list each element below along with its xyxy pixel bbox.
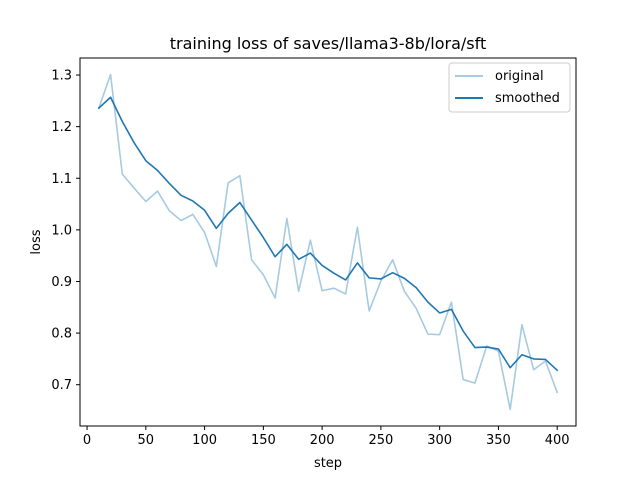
x-tick-label: 250	[368, 433, 393, 448]
x-tick-label: 0	[83, 433, 91, 448]
x-axis-label: step	[314, 456, 342, 471]
y-tick-label: 0.7	[51, 378, 72, 393]
x-tick-label: 350	[486, 433, 511, 448]
x-tick-label: 100	[192, 433, 217, 448]
plot-frame	[79, 57, 577, 427]
legend-label-original: original	[495, 69, 544, 84]
series-line-original	[97, 73, 559, 411]
y-tick-label: 1.1	[51, 172, 72, 187]
y-tick-label: 1.0	[51, 223, 72, 238]
x-tick-label: 400	[545, 433, 570, 448]
y-axis-label: loss	[29, 229, 44, 254]
legend-label-smoothed: smoothed	[495, 91, 560, 106]
series-lines	[97, 73, 559, 411]
legend: original smoothed	[448, 62, 571, 113]
x-tick-label: 150	[251, 433, 276, 448]
x-tick-label: 50	[138, 433, 155, 448]
x-axis: 0 50 100 150 200 250 300 350 400	[83, 426, 570, 448]
y-tick-label: 1.3	[51, 69, 72, 84]
chart-title: training loss of saves/llama3-8b/lora/sf…	[170, 34, 486, 53]
y-axis: 0.7 0.8 0.9 1.0 1.1 1.2 1.3	[51, 69, 80, 393]
series-line-smoothed	[97, 96, 559, 372]
y-tick-label: 1.2	[51, 120, 72, 135]
x-tick-label: 200	[310, 433, 335, 448]
y-tick-label: 0.9	[51, 275, 72, 290]
x-tick-label: 300	[427, 433, 452, 448]
y-tick-label: 0.8	[51, 327, 72, 342]
